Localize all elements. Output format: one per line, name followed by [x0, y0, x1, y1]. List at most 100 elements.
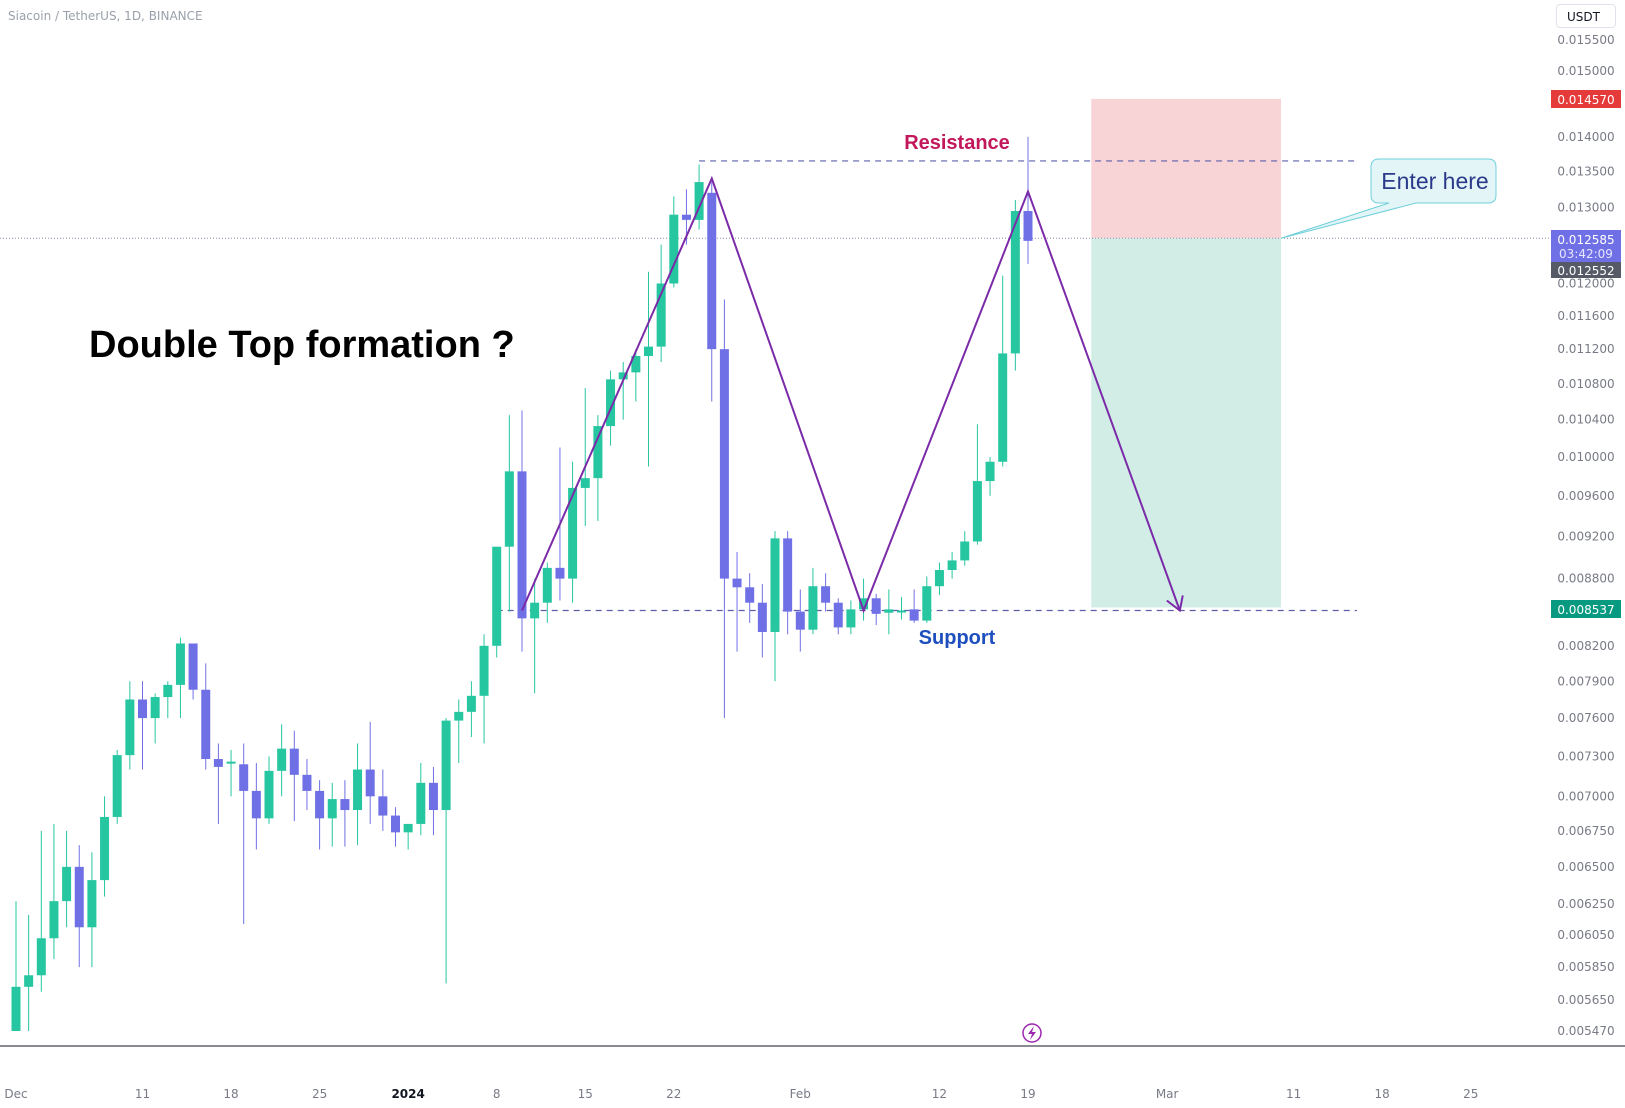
position-zones [1091, 98, 1281, 608]
price-tick-label: 0.006250 [1557, 897, 1614, 911]
stop-loss-zone [1091, 98, 1281, 239]
candle-body [441, 720, 451, 811]
arrow-head [1166, 595, 1184, 613]
candle-body [631, 355, 641, 373]
price-tick-label: 0.005470 [1557, 1024, 1614, 1038]
price-badges: 0.014570 0.012585 03:42:09 0.012552 0.00… [1551, 90, 1621, 618]
callout-bubble [1280, 158, 1497, 239]
candle-body [960, 541, 970, 561]
candle-body [138, 699, 147, 719]
time-tick-label: 25 [312, 1087, 327, 1101]
headline-text: Double Top formation ? [89, 324, 515, 366]
candle-body [770, 538, 780, 632]
candle-body [656, 283, 666, 347]
price-tick-label: 0.007000 [1557, 789, 1614, 803]
time-tick-label: 22 [666, 1087, 681, 1101]
price-tick-label: 0.012000 [1557, 277, 1614, 291]
candle-body [1023, 211, 1033, 241]
candle-body [694, 182, 704, 220]
candle-body [112, 755, 122, 817]
candle-body [49, 901, 59, 939]
price-tick-label: 0.010000 [1557, 450, 1614, 464]
candle-body [732, 578, 742, 588]
candle-body [568, 487, 578, 579]
candle-body [783, 538, 793, 612]
price-tick-label: 0.007600 [1557, 711, 1614, 725]
time-tick-label: Dec [4, 1087, 27, 1101]
time-tick-label: 15 [578, 1087, 593, 1101]
price-tick-label: 0.015500 [1557, 33, 1614, 47]
candle-body [327, 799, 337, 819]
price-tick-label: 0.014000 [1557, 130, 1614, 144]
candle-body [251, 790, 261, 819]
time-axis[interactable]: Dec 11 18 25 2024 8 15 22 Feb 12 19 Mar 11 18 25 [4, 1087, 1478, 1101]
candle-body [479, 645, 489, 696]
candle-body [530, 602, 540, 619]
price-tick-label: 0.010800 [1557, 377, 1614, 391]
candle-body [1010, 211, 1020, 354]
time-tick-label: 2024 [391, 1087, 424, 1101]
candle-body [213, 759, 223, 767]
candle-body [378, 796, 388, 816]
candle-body [884, 609, 894, 613]
price-tick-label: 0.013500 [1557, 164, 1614, 178]
candle-body [302, 774, 312, 791]
candle-body [277, 748, 287, 771]
candle-body [745, 587, 755, 603]
enter-here-callout[interactable]: Enter here [1280, 158, 1497, 239]
price-tick-label: 0.007300 [1557, 749, 1614, 763]
price-tick-label: 0.009600 [1557, 489, 1614, 503]
candle-body [808, 586, 818, 630]
candle-body [897, 610, 906, 613]
candle-body [428, 782, 438, 811]
candle-body [555, 567, 565, 579]
support-label: Support [919, 627, 996, 649]
candle-body [416, 782, 426, 824]
time-tick-label: Mar [1156, 1087, 1179, 1101]
target-badge [1551, 600, 1621, 618]
candle-body [466, 695, 476, 712]
time-tick-label: 25 [1463, 1087, 1478, 1101]
candle-body [580, 478, 590, 488]
prev-close-badge [1551, 262, 1621, 278]
candle-body [315, 790, 325, 819]
price-tick-label: 0.006050 [1557, 928, 1614, 942]
candle-body [87, 880, 97, 928]
candle-body [24, 975, 34, 987]
candle-body [353, 769, 363, 811]
candle-body [972, 481, 982, 542]
candle-body [707, 192, 717, 350]
lightning-icon[interactable] [1022, 1023, 1042, 1043]
candle-body [757, 602, 767, 632]
candles [11, 136, 1033, 1031]
price-axis[interactable]: 0.015500 0.015000 0.014000 0.013500 0.013000… [1557, 33, 1614, 1038]
time-tick-label: 18 [1375, 1087, 1390, 1101]
candle-body [871, 598, 881, 614]
time-tick-label: 12 [932, 1087, 947, 1101]
candle-body [795, 611, 805, 630]
symbol-title[interactable]: Siacoin / TetherUS, 1D, BINANCE [8, 9, 203, 23]
resistance-label: Resistance [904, 132, 1010, 154]
candle-body [36, 938, 46, 976]
time-tick-label: 8 [493, 1087, 501, 1101]
candle-body [391, 815, 400, 833]
candle-body [62, 866, 72, 902]
stop-loss-badge [1551, 90, 1621, 108]
price-tick-label: 0.013000 [1557, 200, 1614, 214]
candle-body [454, 711, 464, 721]
time-tick-label: 11 [1286, 1087, 1301, 1101]
prev-close-badge-text: 0.012552 [1557, 264, 1614, 278]
price-tick-label: 0.011600 [1557, 309, 1614, 323]
candle-body [985, 461, 995, 482]
time-tick-label: 11 [135, 1087, 150, 1101]
candle-body [681, 214, 691, 220]
currency-button[interactable]: USDT [1556, 4, 1616, 28]
double-top-zigzag [521, 175, 1181, 614]
candle-body [492, 546, 502, 646]
price-tick-label: 0.005850 [1557, 960, 1614, 974]
candle-body [644, 346, 653, 356]
target-badge-text: 0.008537 [1557, 603, 1614, 617]
candle-body [593, 426, 603, 479]
candle-body [226, 761, 236, 764]
